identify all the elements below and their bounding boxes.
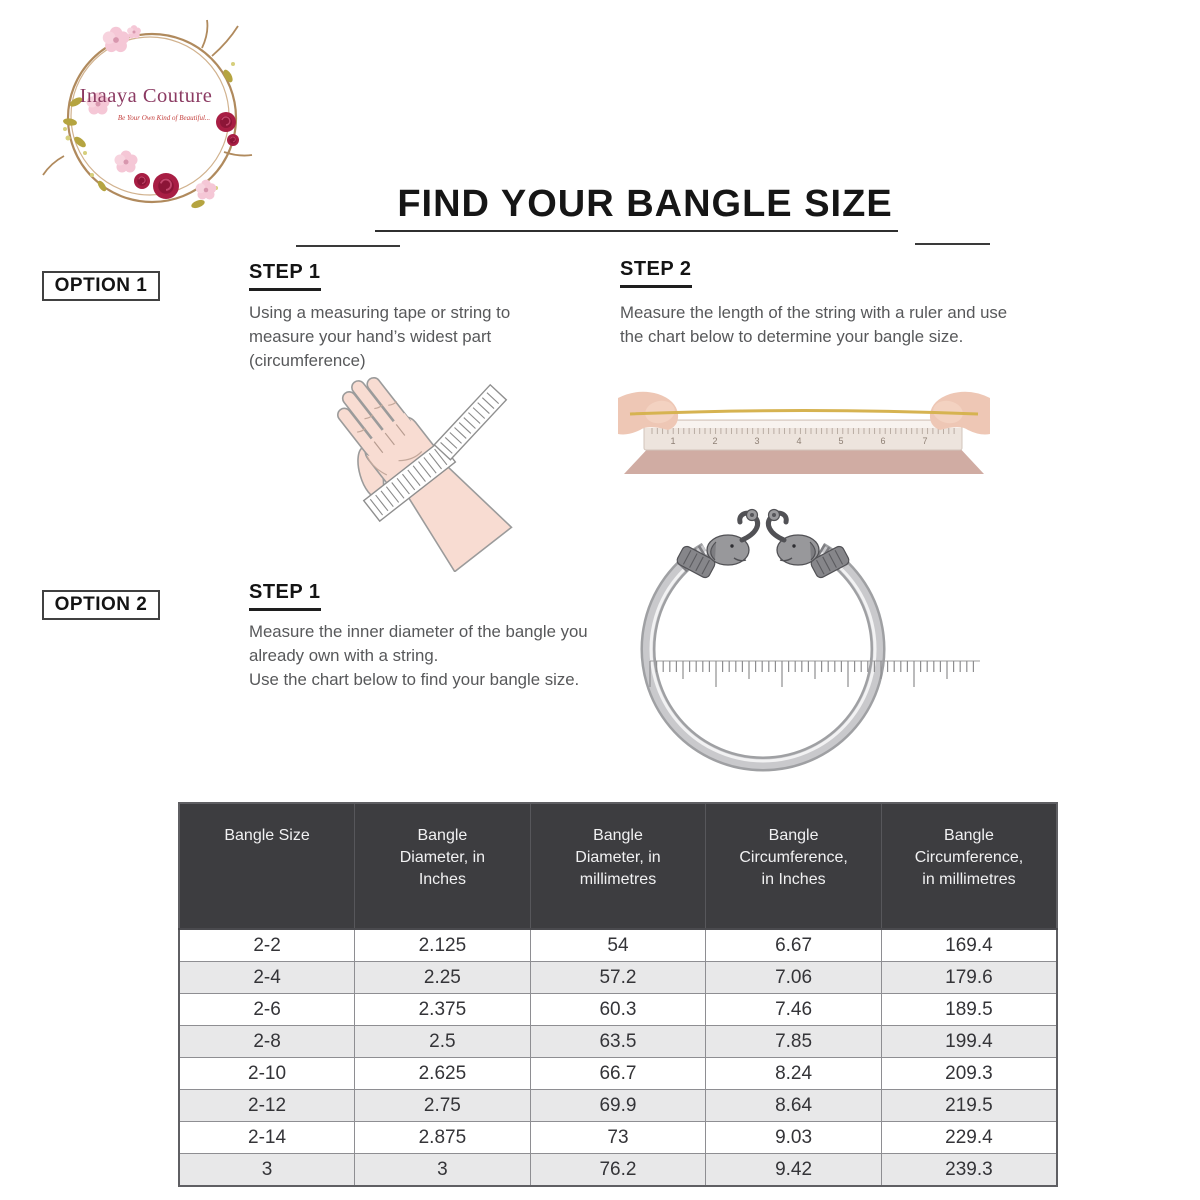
ruler-number: 3 (754, 436, 759, 446)
table-row: 2-4 2.25 57.2 7.06 179.6 (178, 961, 1058, 994)
option2-badge: OPTION 2 (42, 590, 160, 620)
column-header: Bangle Diameter, in millimetres (530, 803, 707, 930)
option2-step1-heading: STEP 1 (249, 581, 321, 611)
ruler-number: 4 (796, 436, 801, 446)
table-cell: 2-12 (178, 1089, 356, 1122)
ruler-numbers: 1 2 3 4 5 6 7 (670, 436, 927, 446)
floral-wreath-illustration: Inaaya Couture Be Your Own Kind of Beaut… (42, 19, 253, 209)
ruler-scale (649, 660, 980, 687)
table-cell: 209.3 (880, 1057, 1058, 1090)
table-cell: 239.3 (880, 1153, 1058, 1187)
table-row: 3 3 76.2 9.42 239.3 (178, 1153, 1058, 1187)
option1-step1-heading: STEP 1 (249, 261, 321, 291)
separator-line-left (296, 245, 400, 247)
ruler-number: 5 (838, 436, 843, 446)
table-row: 2-2 2.125 54 6.67 169.4 (178, 928, 1058, 962)
table-row: 2-14 2.875 73 9.03 229.4 (178, 1121, 1058, 1154)
table-cell: 2.25 (354, 961, 531, 994)
option1-step2-heading: STEP 2 (620, 258, 692, 288)
table-cell: 73 (529, 1121, 707, 1154)
table-cell: 6.67 (705, 928, 882, 962)
table-cell: 7.06 (705, 961, 882, 994)
table-cell: 2.125 (354, 928, 531, 962)
table-cell: 2-2 (178, 928, 356, 962)
elephant-head-right (768, 510, 850, 580)
leaf-decor (63, 69, 233, 209)
table-cell: 69.9 (529, 1089, 707, 1122)
ruler-number: 2 (712, 436, 717, 446)
table-cell: 2-8 (178, 1025, 356, 1058)
table-cell: 63.5 (529, 1025, 707, 1058)
table-cell: 179.6 (880, 961, 1058, 994)
table-cell: 54 (529, 928, 707, 962)
table-cell: 189.5 (880, 993, 1058, 1026)
ruler-number: 6 (880, 436, 885, 446)
table-cell: 2-6 (178, 993, 356, 1026)
bangle-icon (640, 498, 980, 772)
size-chart-body: 2-2 2.125 54 6.67 169.4 2-4 2.25 57.2 7.06 179.6 2… (178, 928, 1058, 1187)
table-cell: 76.2 (529, 1153, 707, 1187)
table-cell: 199.4 (880, 1025, 1058, 1058)
page-title: FIND YOUR BANGLE SIZE (397, 183, 893, 225)
table-cell: 2-10 (178, 1057, 356, 1090)
column-header: Bangle Size (179, 803, 356, 930)
column-header: Bangle Circumference, in Inches (705, 803, 882, 930)
table-cell: 2-14 (178, 1121, 356, 1154)
elephant-head-left (675, 510, 757, 580)
table-cell: 2.375 (354, 993, 531, 1026)
separator-line-right (915, 243, 990, 245)
table-cell: 229.4 (880, 1121, 1058, 1154)
measuring-string (629, 409, 979, 416)
table-cell: 9.03 (705, 1121, 882, 1154)
table-row: 2-6 2.375 60.3 7.46 189.5 (178, 993, 1058, 1026)
table-cell: 219.5 (880, 1089, 1058, 1122)
table-cell: 2-4 (178, 961, 356, 994)
size-chart-header-row: Bangle Size Bangle Diameter, in Inches Ban… (179, 803, 1058, 930)
table-row: 2-8 2.5 63.5 7.85 199.4 (178, 1025, 1058, 1058)
table-cell: 9.42 (705, 1153, 882, 1187)
ruler-number: 7 (922, 436, 927, 446)
brand-name: Inaaya Couture (80, 85, 213, 107)
table-cell: 2.875 (354, 1121, 531, 1154)
brand-tagline: Be Your Own Kind of Beautiful... (118, 114, 211, 122)
ruler-number: 1 (670, 436, 675, 446)
table-row: 2-12 2.75 69.9 8.64 219.5 (178, 1089, 1058, 1122)
option1-step1-text: Using a measuring tape or string to meas… (249, 303, 511, 370)
table-cell: 3 (178, 1153, 356, 1187)
table-cell: 66.7 (529, 1057, 707, 1090)
table-cell: 3 (354, 1153, 531, 1187)
column-header: Bangle Diameter, in Inches (354, 803, 531, 930)
table-row: 2-10 2.625 66.7 8.24 209.3 (178, 1057, 1058, 1090)
table-cell: 169.4 (880, 928, 1058, 962)
option1-step2-text: Measure the length of the string with a … (620, 303, 1008, 346)
table-cell: 8.24 (705, 1057, 882, 1090)
option2-step1-text: Measure the inner diameter of the bangle… (249, 622, 588, 689)
title-underline (375, 230, 898, 232)
table-cell: 2.75 (354, 1089, 531, 1122)
table-cell: 8.64 (705, 1089, 882, 1122)
string-ruler-icon: 1 2 3 4 5 6 7 (618, 391, 990, 474)
table-cell: 7.46 (705, 993, 882, 1026)
column-header: Bangle Circumference, in millimetres (881, 803, 1058, 930)
option1-badge: OPTION 1 (42, 271, 160, 301)
size-chart-table: Bangle Size Bangle Diameter, in Inches Ban… (178, 802, 1058, 1187)
table-cell: 2.625 (354, 1057, 531, 1090)
string-ruler-photo: 1 2 3 4 5 6 7 (618, 384, 990, 479)
bangle-ruler-photo (628, 498, 992, 796)
table-cell: 57.2 (529, 961, 707, 994)
table-cell: 7.85 (705, 1025, 882, 1058)
brand-logo: Inaaya Couture Be Your Own Kind of Beaut… (40, 10, 255, 220)
hand-tape-icon (337, 376, 513, 572)
table-cell: 2.5 (354, 1025, 531, 1058)
table-cell: 60.3 (529, 993, 707, 1026)
hand-measuring-illustration (264, 362, 566, 572)
